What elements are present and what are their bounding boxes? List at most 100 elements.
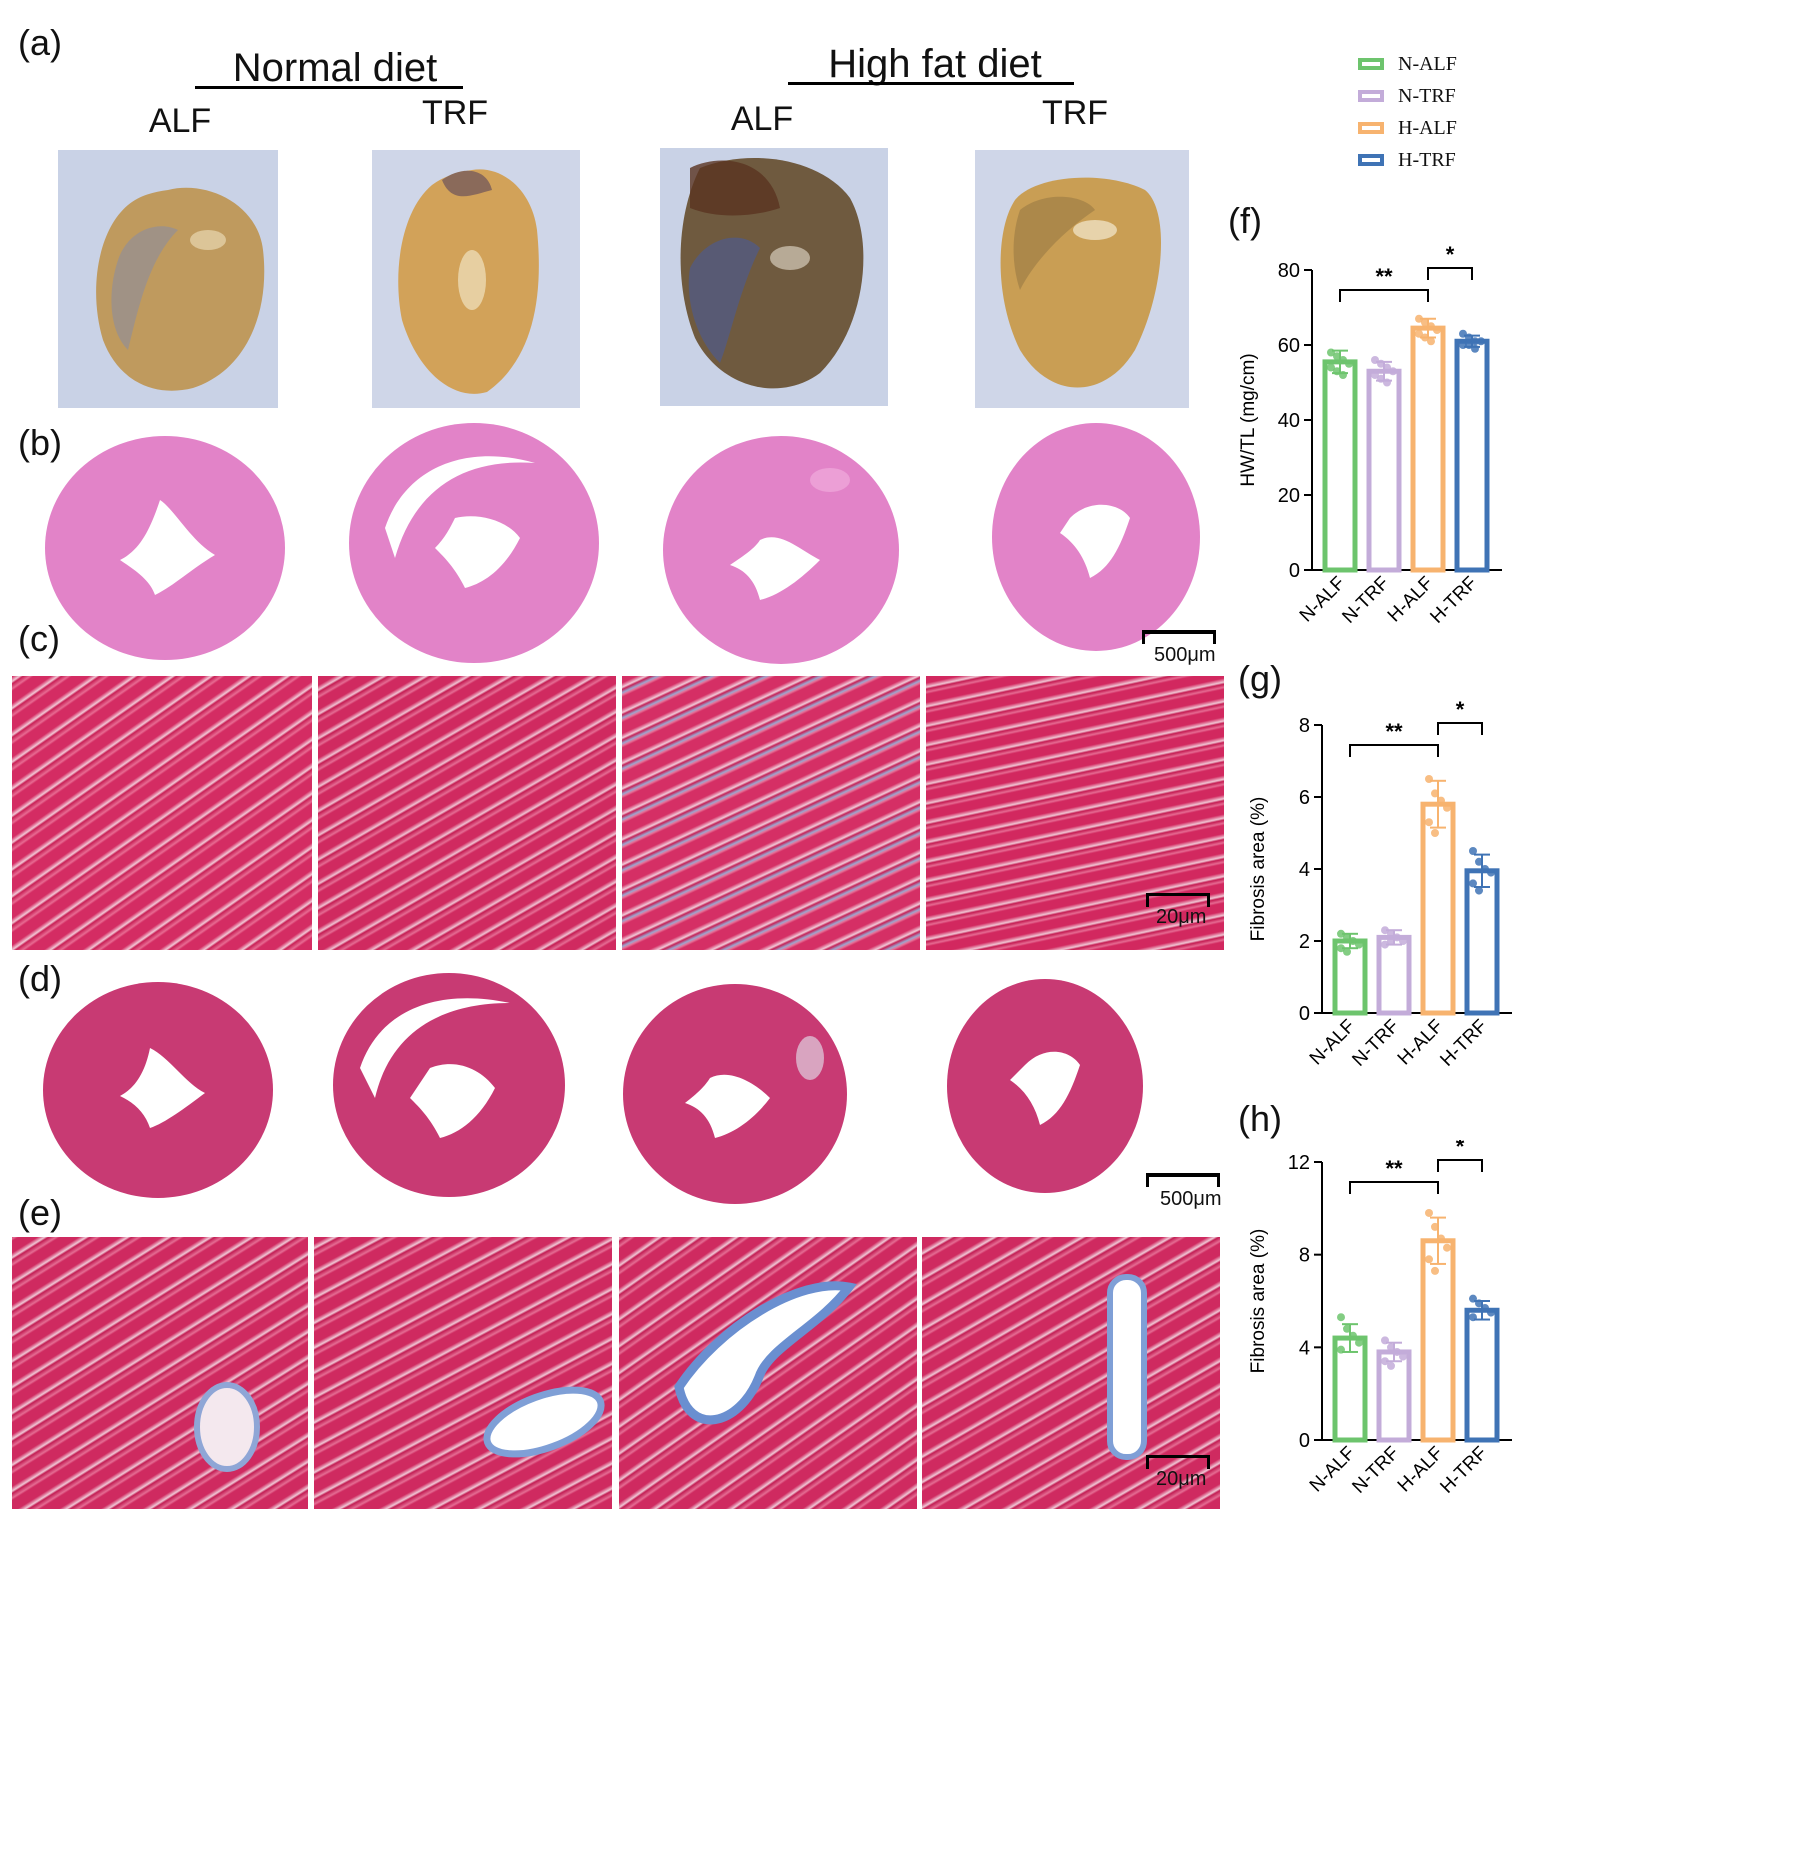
y-tick-label: 8 [1299,1245,1310,1267]
data-point [1459,341,1467,349]
data-point [1337,1313,1345,1322]
panel-label-h: (h) [1238,1098,1282,1139]
data-point [1343,933,1351,942]
data-point [1355,940,1363,949]
data-point [1387,1343,1395,1352]
data-point [1343,1324,1351,1333]
data-point [1475,1299,1483,1308]
bar-h-alf [1420,1238,1456,1443]
data-point [1399,1352,1407,1361]
y-tick-label: 6 [1299,787,1310,809]
data-point [1343,947,1351,956]
data-point [1327,348,1335,357]
data-point [1399,937,1407,945]
x-tick-label: H-ALF [1394,1443,1448,1497]
data-point [1389,367,1397,376]
y-tick-label: 20 [1278,485,1300,507]
data-point [1427,322,1435,331]
significance-label: * [1446,242,1455,267]
scale-bar-e-tick-right [1207,1455,1210,1469]
data-point [1381,1336,1389,1345]
panel-label-e: (e) [18,1192,62,1233]
perivascular-n-alf [12,1237,308,1509]
significance-bracket [1349,744,1439,757]
data-point [1427,337,1435,346]
data-point [1355,1338,1363,1347]
scale-bar-b-tick-right [1213,630,1216,644]
x-tick-label: N-TRF [1348,1443,1403,1498]
x-tick-label: H-TRF [1436,1016,1491,1071]
x-tick-label: H-TRF [1436,1443,1491,1498]
data-point [1337,929,1345,938]
significance-bracket [1339,289,1429,302]
significance-bracket [1349,1181,1439,1194]
data-point [1327,363,1335,372]
data-point [1421,318,1429,327]
y-tick-label: 0 [1289,560,1300,582]
data-point [1381,940,1389,949]
scale-bar-b-tick-left [1142,630,1145,644]
diet-label-high-fat: High fat diet [828,42,1042,86]
masson-magnified-n-alf [12,676,312,950]
data-point [1465,341,1473,349]
y-axis-label: Fibrosis area (%) [1248,1229,1269,1374]
data-point [1437,796,1445,805]
y-tick-label: 80 [1278,260,1300,282]
data-point [1443,803,1451,812]
x-tick-label: N-ALF [1296,573,1350,627]
panel-label-g: (g) [1238,658,1282,699]
data-point [1393,933,1401,942]
data-point [1383,378,1391,387]
legend-label-h-trf: H-TRF [1398,149,1456,171]
chart-g: 0 2 4 6 8 Fibrosis area (%) N-ALFN-TRFH-ALFH-T… [1248,700,1512,1071]
x-tick-label: N-TRF [1348,1016,1403,1071]
he-section-h-trf [992,423,1200,651]
bar-h-alf [1410,325,1446,573]
he-section-n-trf [349,423,599,663]
data-point [1459,329,1467,338]
x-tick-label: N-ALF [1306,1016,1360,1070]
masson-section-n-alf [43,982,273,1198]
scale-bar-e-label: 20μm [1156,1468,1207,1490]
perivascular-h-alf [619,1237,917,1509]
data-point [1393,1347,1401,1356]
significance-label: ** [1385,1156,1403,1181]
x-tick-label: N-ALF [1306,1443,1360,1497]
chart-h: 0 4 8 12 Fibrosis area (%) N-ALFN-TRFH-ALFH-T… [1248,1140,1512,1498]
data-point [1383,363,1391,372]
scale-bar-d-label: 500μm [1160,1188,1222,1210]
data-point [1345,359,1353,368]
data-point [1387,929,1395,938]
group-label-h-trf: TRF [1041,94,1109,132]
legend-swatch-n-trf [1358,90,1384,102]
data-point [1481,865,1489,873]
y-tick-label: 0 [1299,1430,1310,1452]
masson-section-h-alf [623,984,847,1204]
heart-photo-n-trf [372,150,580,408]
data-point [1337,1345,1345,1354]
data-point [1415,314,1423,323]
data-point [1425,775,1433,783]
perivascular-n-trf [314,1237,612,1509]
panel-label-c: (c) [18,618,60,659]
y-tick-label: 4 [1299,1337,1310,1359]
data-point [1333,367,1341,376]
data-point [1387,937,1395,945]
data-point [1469,847,1477,855]
scale-bar-c-tick-right [1207,893,1210,907]
y-tick-label: 12 [1288,1152,1310,1174]
panel-label-d: (d) [18,958,62,999]
x-tick-label: H-ALF [1394,1016,1448,1070]
scale-bar-b-label: 500μm [1154,644,1216,666]
data-point [1471,337,1479,346]
data-point [1487,1308,1495,1317]
significance-label: * [1456,1140,1465,1159]
data-point [1337,944,1345,953]
y-axis-label: Fibrosis area (%) [1248,797,1269,942]
significance-bracket [1437,1159,1483,1172]
significance-bracket [1427,267,1473,280]
heart-photo-h-trf [975,150,1189,408]
data-point [1371,371,1379,379]
data-point [1381,926,1389,935]
data-point [1333,352,1341,361]
